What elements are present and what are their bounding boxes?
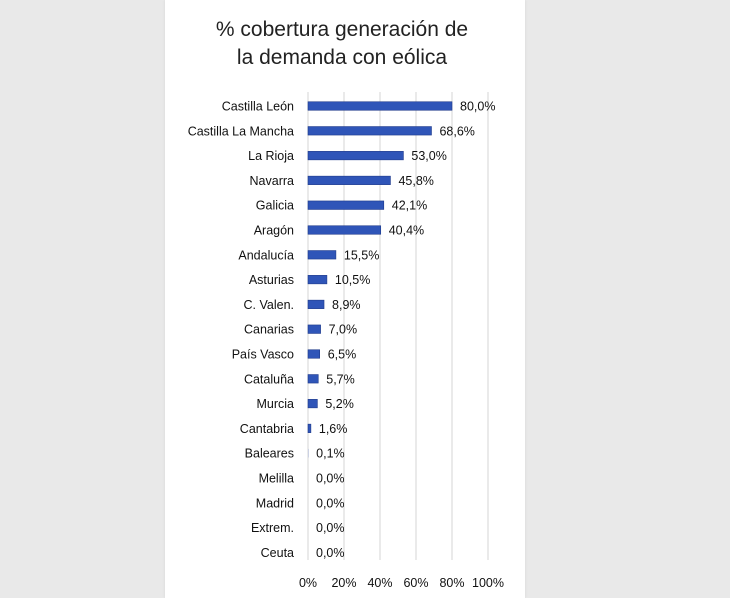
value-label: 42,1% <box>392 199 427 213</box>
bar <box>307 324 321 334</box>
x-tick-label-40: 40% <box>367 576 392 590</box>
labels: Castilla León 80,0% Castilla La Mancha 68,6… <box>188 100 496 560</box>
chart-panel: % cobertura generación de la demanda con… <box>165 0 525 598</box>
value-label: 5,2% <box>325 397 354 411</box>
category-label: Andalucía <box>238 248 294 262</box>
x-axis-ticks: 0% 20% 40% 60% 80% 100% <box>299 576 504 590</box>
chart-title-line-1: % cobertura generación de <box>216 18 468 41</box>
category-label: Castilla La Mancha <box>188 124 294 138</box>
category-label: Canarias <box>244 323 294 337</box>
value-label: 0,0% <box>316 546 345 560</box>
value-label: 45,8% <box>398 174 433 188</box>
value-label: 1,6% <box>319 422 348 436</box>
category-label: Navarra <box>250 174 295 188</box>
value-label: 0,1% <box>316 447 345 461</box>
x-tick-label-0: 0% <box>299 576 317 590</box>
category-label: C. Valen. <box>244 298 295 312</box>
value-label: 7,0% <box>329 323 358 337</box>
category-label: Baleares <box>245 447 294 461</box>
bar <box>307 299 325 309</box>
value-label: 8,9% <box>332 298 361 312</box>
category-label: Madrid <box>256 496 294 510</box>
x-tick-label-20: 20% <box>331 576 356 590</box>
category-label: La Rioja <box>248 149 294 163</box>
category-label: Melilla <box>259 472 294 486</box>
chart-title: % cobertura generación de la demanda con… <box>216 18 468 69</box>
value-label: 0,0% <box>316 472 345 486</box>
bar <box>307 101 453 111</box>
value-label: 6,5% <box>328 348 357 362</box>
category-label: Galicia <box>256 199 294 213</box>
category-label: País Vasco <box>232 348 294 362</box>
bar <box>307 275 328 285</box>
category-label: Murcia <box>256 397 294 411</box>
bar <box>307 225 382 235</box>
value-label: 5,7% <box>326 372 355 386</box>
value-label: 80,0% <box>460 100 495 114</box>
category-label: Extrem. <box>251 521 294 535</box>
x-tick-label-100: 100% <box>472 576 504 590</box>
bar <box>307 250 337 260</box>
category-label: Cataluña <box>244 372 294 386</box>
bar <box>307 374 319 384</box>
bar <box>307 126 432 136</box>
x-tick-label-60: 60% <box>403 576 428 590</box>
bar <box>307 200 385 210</box>
chart-title-line-2: la demanda con eólica <box>237 46 447 69</box>
value-label: 10,5% <box>335 273 370 287</box>
value-label: 40,4% <box>389 224 424 238</box>
value-label: 68,6% <box>439 124 474 138</box>
category-label: Castilla León <box>222 100 294 114</box>
bar <box>307 423 312 433</box>
category-label: Aragón <box>254 224 294 238</box>
bar <box>307 399 318 409</box>
bar <box>307 175 391 185</box>
bar-chart: % cobertura generación de la demanda con… <box>188 18 504 590</box>
x-tick-label-80: 80% <box>439 576 464 590</box>
bar <box>307 151 404 161</box>
value-label: 53,0% <box>411 149 446 163</box>
category-label: Cantabria <box>240 422 294 436</box>
grid-lines <box>307 92 489 560</box>
value-label: 0,0% <box>316 521 345 535</box>
category-label: Asturias <box>249 273 294 287</box>
category-label: Ceuta <box>261 546 294 560</box>
value-label: 0,0% <box>316 496 345 510</box>
bar <box>307 349 320 359</box>
value-label: 15,5% <box>344 248 379 262</box>
bars <box>307 101 453 458</box>
